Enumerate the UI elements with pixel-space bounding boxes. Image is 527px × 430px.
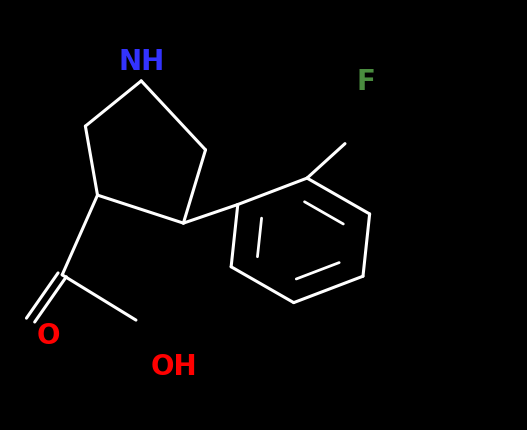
Text: NH: NH xyxy=(118,49,164,76)
Text: OH: OH xyxy=(151,353,197,380)
Text: F: F xyxy=(357,68,376,95)
Text: O: O xyxy=(37,322,60,349)
